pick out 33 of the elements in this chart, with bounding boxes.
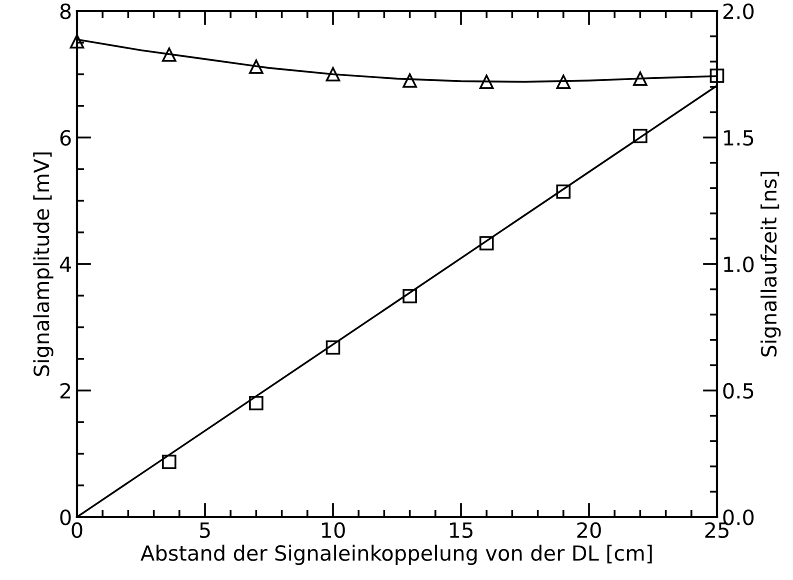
y2-tick-label: 1.0: [724, 256, 754, 272]
point: [326, 67, 340, 82]
point: [479, 74, 494, 89]
x-tick-label: 10: [322, 522, 345, 538]
point: [710, 68, 724, 83]
point: [162, 47, 176, 62]
point: [633, 72, 648, 86]
y-tick-label: 0: [60, 509, 71, 526]
x-tick-label: 20: [577, 522, 601, 538]
point: [162, 454, 176, 469]
x-tick-label: 0: [72, 522, 82, 538]
y2-axis-title: Signallaufzeit [ns]: [760, 172, 781, 356]
x-tick-label: 5: [200, 522, 210, 538]
point: [402, 288, 417, 304]
point: [479, 236, 494, 250]
point: [556, 74, 571, 89]
point: [556, 184, 571, 199]
y-tick-label: 4: [60, 256, 71, 272]
point: [249, 396, 264, 410]
y-tick-label: 8: [60, 3, 71, 20]
x-axis-title: Abstand der Signaleinkoppelung von der DL [cm]: [140, 544, 652, 565]
y2-tick-label: 2.0: [723, 3, 754, 20]
y-tick-label: 6: [60, 130, 71, 146]
point: [249, 60, 264, 74]
point: [70, 34, 84, 49]
x-tick-label: 15: [450, 522, 472, 538]
point: [633, 128, 648, 144]
point: [326, 340, 340, 355]
point: [402, 73, 417, 88]
y2-tick-label: 0.5: [723, 382, 754, 399]
y2-tick-label: 1.5: [724, 130, 754, 146]
y-axis-title: Signalamplitude [mV]: [33, 152, 54, 376]
y-tick-label: 2: [60, 382, 70, 398]
